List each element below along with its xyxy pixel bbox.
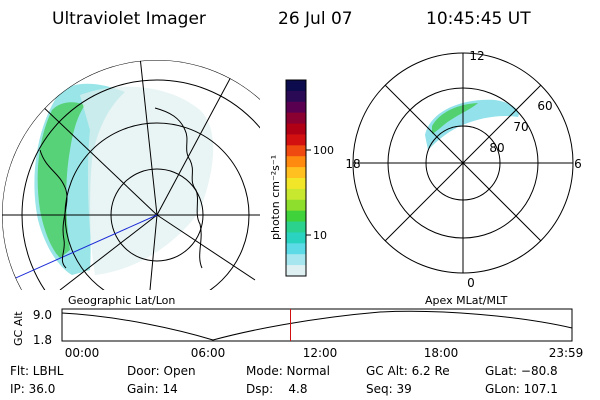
colorbar-cell: [286, 145, 306, 157]
glon-readout: GLon: 107.1: [485, 382, 558, 396]
altitude-ytick-high: 9.0: [33, 308, 52, 322]
colorbar-cell: [286, 265, 306, 277]
mlat-label-70: 70: [513, 120, 528, 134]
colorbar-cell: [286, 243, 306, 255]
lon-lines: [2, 60, 260, 290]
colorbar-cell: [286, 156, 306, 168]
dsp-readout: Dsp: 4.8: [246, 382, 308, 396]
colorbar-cell: [286, 123, 306, 135]
colorbar-cell: [286, 90, 306, 103]
colorbar-cell: [286, 101, 306, 114]
colorbar-cell: [286, 80, 306, 92]
date-label: 26 Jul 07: [278, 9, 353, 29]
altitude-plot: 9.0 1.8 GC Alt 00:00 06:00 12:00 18:00 2…: [12, 308, 583, 360]
altitude-axis-label: GC Alt: [12, 311, 25, 346]
gain-readout: Gain: 14: [127, 382, 178, 396]
geo-panel-label: Geographic Lat/Lon: [68, 294, 175, 307]
colorbar-tick-label-100: 100: [313, 144, 334, 157]
mlat-label-80: 80: [489, 141, 504, 155]
mlt-label-0: 0: [467, 276, 475, 290]
mlat-label-60: 60: [537, 99, 552, 113]
terminator-line: [2, 214, 158, 286]
time-label: 10:45:45 UT: [426, 9, 531, 29]
colorbar-cell: [286, 199, 306, 212]
altitude-xtick-2359: 23:59: [549, 346, 584, 360]
mode-readout: Mode: Normal: [246, 364, 330, 378]
colorbar-tick-label-10: 10: [313, 229, 327, 242]
mlt-label-6: 6: [574, 157, 582, 171]
colorbar-cell: [286, 167, 306, 179]
glat-readout: GLat: −80.8: [485, 364, 558, 378]
geographic-map: [2, 60, 260, 290]
mlt-label-18: 18: [345, 157, 360, 171]
apex-polar-plot: 12 18 6 0 60 70 80: [345, 49, 581, 290]
colorbar-cell: [286, 254, 306, 266]
colorbar-unit-label: photon cm⁻²s⁻¹: [269, 155, 282, 240]
mlt-label-12: 12: [469, 49, 484, 63]
gc-alt-readout: GC Alt: 6.2 Re: [366, 364, 450, 378]
apex-emission-core: [432, 103, 478, 134]
colorbar-cell: [286, 210, 306, 223]
apex-panel-label: Apex MLat/MLT: [425, 294, 508, 307]
altitude-xtick-0000: 00:00: [65, 346, 100, 360]
colorbar-cell: [286, 112, 306, 125]
instrument-title: Ultraviolet Imager: [52, 9, 206, 29]
colorbar-cell: [286, 178, 306, 190]
altitude-ytick-low: 1.8: [33, 333, 52, 347]
altitude-plot-frame: [61, 308, 573, 342]
altitude-curve: [61, 310, 573, 341]
colorbar-cell: [286, 134, 306, 146]
apex-mlt-lines: [353, 53, 573, 273]
door-readout: Door: Open: [127, 364, 196, 378]
coastline: [39, 107, 203, 269]
colorbar: 100 10 photon cm⁻²s⁻¹: [269, 79, 334, 277]
colorbar-frame: [285, 79, 307, 277]
colorbar-cell: [286, 221, 306, 233]
altitude-xtick-1800: 18:00: [424, 346, 459, 360]
colorbar-cell: [286, 232, 306, 244]
altitude-xtick-1200: 12:00: [303, 346, 338, 360]
ip-readout: IP: 36.0: [10, 382, 56, 396]
altitude-xtick-0600: 06:00: [191, 346, 226, 360]
filter-readout: Flt: LBHL: [10, 364, 64, 378]
seq-readout: Seq: 39: [366, 382, 412, 396]
colorbar-cell: [286, 188, 306, 201]
